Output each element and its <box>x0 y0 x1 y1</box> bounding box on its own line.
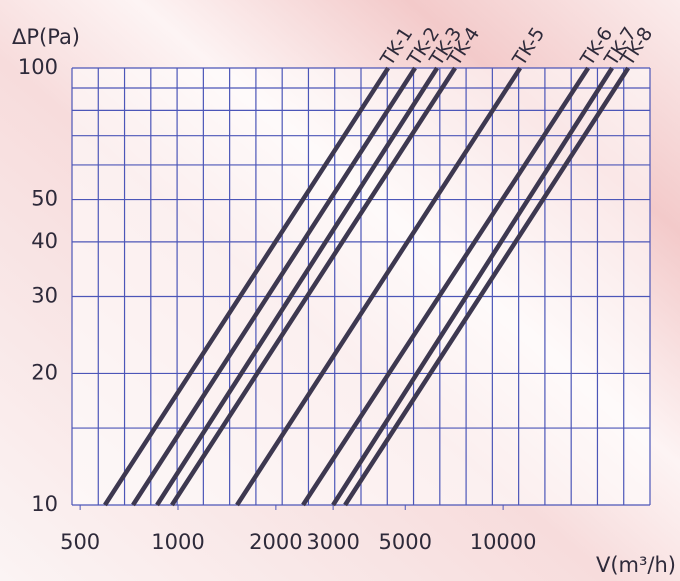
series-line <box>155 66 440 507</box>
y-tick-label: 40 <box>31 229 58 253</box>
y-axis-label: ΔP(Pa) <box>12 25 80 49</box>
series-line <box>331 66 614 507</box>
series-line <box>131 66 417 507</box>
y-tick-label: 30 <box>31 283 58 307</box>
series-line <box>103 66 391 507</box>
series-line <box>301 66 591 507</box>
x-tick-label: 2000 <box>249 530 302 554</box>
series-line <box>343 66 631 507</box>
x-tick-label: 3000 <box>306 530 359 554</box>
y-tick-label: 20 <box>31 360 58 384</box>
series-line <box>235 66 523 507</box>
x-tick-label: 5000 <box>379 530 432 554</box>
x-axis-label: V(m³/h) <box>596 553 676 577</box>
x-tick-label: 10000 <box>470 530 537 554</box>
series-line <box>170 66 457 507</box>
y-tick-label: 50 <box>31 187 58 211</box>
x-tick-label: 500 <box>60 530 100 554</box>
y-tick-label: 10 <box>31 492 58 516</box>
y-tick-label: 100 <box>18 55 58 79</box>
x-tick-label: 1000 <box>151 530 204 554</box>
